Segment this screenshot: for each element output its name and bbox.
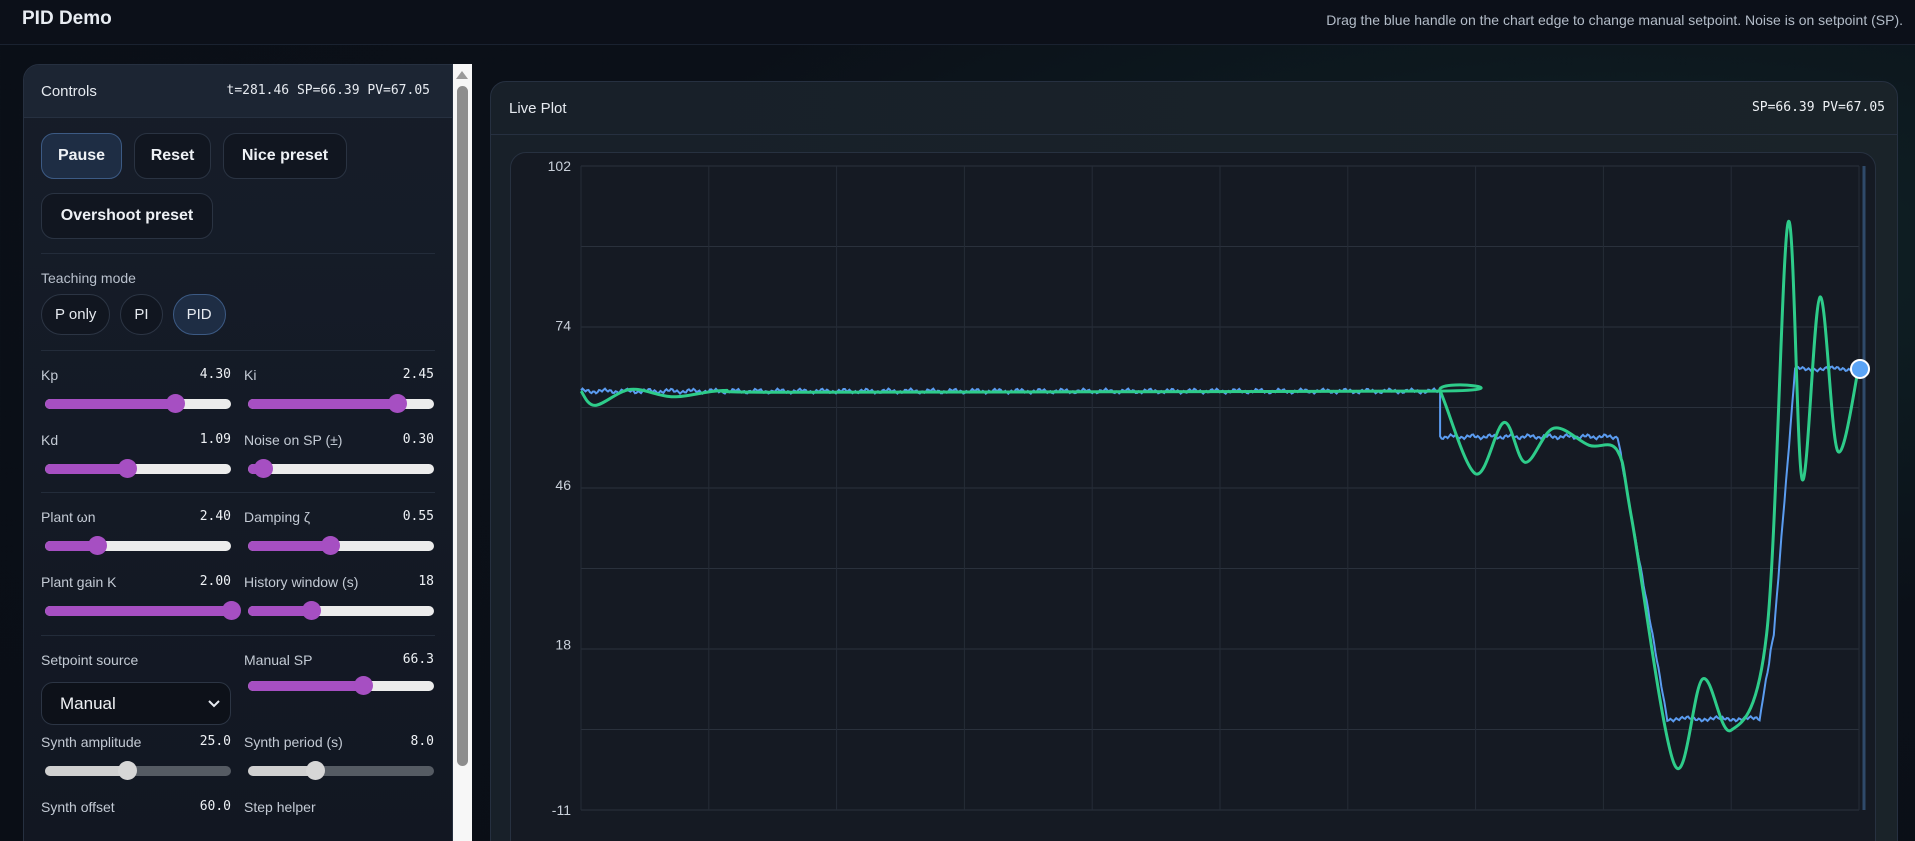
teaching-mode-label: Teaching mode xyxy=(41,270,136,286)
slider-thumb[interactable] xyxy=(117,459,137,478)
controls-header: Controls t=281.46 SP=66.39 PV=67.05 xyxy=(24,65,452,118)
manual-sp-slider[interactable] xyxy=(248,676,434,695)
setpoint-source-value: Manual xyxy=(60,694,116,713)
slider-thumb[interactable] xyxy=(320,536,340,555)
history-control: History window (s) 18 xyxy=(244,564,434,629)
kd-control: Kd 1.09 xyxy=(41,422,231,487)
plant-gain-label: Plant gain K xyxy=(41,574,117,590)
divider xyxy=(41,350,435,351)
setpoint-source-select[interactable]: Manual xyxy=(41,682,231,725)
setpoint-source-control: Setpoint source Manual xyxy=(41,642,231,725)
scroll-up-arrow-icon[interactable] xyxy=(456,71,468,79)
svg-text:46: 46 xyxy=(555,477,571,493)
damping-slider[interactable] xyxy=(248,536,434,555)
history-label: History window (s) xyxy=(244,574,359,590)
damping-value: 0.55 xyxy=(402,509,434,524)
kd-value: 1.09 xyxy=(199,432,231,447)
synth-amp-label: Synth amplitude xyxy=(41,734,142,750)
synth-period-value: 8.0 xyxy=(410,734,434,749)
slider-thumb[interactable] xyxy=(88,536,108,555)
divider xyxy=(41,253,435,254)
kp-control: Kp 4.30 xyxy=(41,357,231,422)
ki-label: Ki xyxy=(244,367,257,383)
kd-label: Kd xyxy=(41,432,59,448)
slider-thumb[interactable] xyxy=(305,761,325,780)
svg-text:74: 74 xyxy=(555,318,571,334)
noise-label: Noise on SP (±) xyxy=(244,432,343,448)
live-plot-stats: SP=66.39 PV=67.05 xyxy=(1751,100,1885,115)
chevron-down-icon xyxy=(208,683,220,740)
kp-label: Kp xyxy=(41,367,59,383)
synth-period-label: Synth period (s) xyxy=(244,734,343,750)
divider xyxy=(41,492,435,493)
synth-period-slider[interactable] xyxy=(248,761,434,780)
plant-wn-label: Plant ωn xyxy=(41,509,96,525)
svg-text:18: 18 xyxy=(555,637,571,653)
synth-offset-control: Synth offset 60.0 xyxy=(41,789,231,841)
divider xyxy=(41,635,435,636)
live-plot-panel: Live Plot SP=66.39 PV=67.05 102 74 46 18 -11… xyxy=(490,81,1898,841)
slider-thumb[interactable] xyxy=(387,394,407,413)
slider-thumb[interactable] xyxy=(117,761,137,780)
scrollbar-thumb[interactable] xyxy=(457,86,468,766)
ki-slider[interactable] xyxy=(248,394,434,413)
plant-gain-control: Plant gain K 2.00 xyxy=(41,564,241,629)
reset-button[interactable]: Reset xyxy=(134,133,211,179)
pause-button[interactable]: Pause xyxy=(41,133,122,179)
controls-panel: Controls t=281.46 SP=66.39 PV=67.05 Paus… xyxy=(23,64,453,841)
live-plot-header: Live Plot SP=66.39 PV=67.05 xyxy=(491,82,1897,135)
history-value: 18 xyxy=(418,574,434,589)
ki-control: Ki 2.45 xyxy=(244,357,434,422)
synth-offset-value: 60.0 xyxy=(199,799,231,814)
history-slider[interactable] xyxy=(248,601,434,620)
synth-amp-slider[interactable] xyxy=(45,761,231,780)
synth-period-control: Synth period (s) 8.0 xyxy=(244,724,434,789)
hint-text: Drag the blue handle on the chart edge t… xyxy=(1326,12,1903,28)
synth-amp-value: 25.0 xyxy=(199,734,231,749)
setpoint-source-label: Setpoint source xyxy=(41,652,139,668)
damping-control: Damping ζ 0.55 xyxy=(244,499,434,564)
manual-sp-value: 66.3 xyxy=(402,652,434,667)
plant-wn-value: 2.40 xyxy=(199,509,231,524)
slider-thumb[interactable] xyxy=(222,601,241,620)
slider-thumb[interactable] xyxy=(302,601,322,620)
noise-control: Noise on SP (±) 0.30 xyxy=(244,422,434,487)
plant-gain-value: 2.00 xyxy=(199,574,231,589)
step-helper-control: Step helper xyxy=(244,789,434,841)
mode-pid[interactable]: PID xyxy=(172,294,226,335)
slider-thumb[interactable] xyxy=(166,394,186,413)
mode-p-only[interactable]: P only xyxy=(41,294,111,335)
step-helper-label: Step helper xyxy=(244,799,316,815)
plant-wn-slider[interactable] xyxy=(45,536,231,555)
controls-title: Controls xyxy=(41,83,97,100)
plant-gain-slider[interactable] xyxy=(45,601,241,620)
manual-sp-label: Manual SP xyxy=(244,652,313,668)
kp-value: 4.30 xyxy=(199,367,231,382)
manual-sp-control: Manual SP 66.3 xyxy=(244,642,434,724)
setpoint-drag-handle[interactable] xyxy=(1850,358,1870,379)
slider-thumb[interactable] xyxy=(354,676,374,695)
plant-wn-control: Plant ωn 2.40 xyxy=(41,499,231,564)
top-bar: PID Demo Drag the blue handle on the cha… xyxy=(0,0,1915,45)
overshoot-preset-button[interactable]: Overshoot preset xyxy=(41,193,213,239)
app-title: PID Demo xyxy=(22,8,112,29)
svg-text:102: 102 xyxy=(548,158,572,174)
synth-offset-label: Synth offset xyxy=(41,799,115,815)
nice-preset-button[interactable]: Nice preset xyxy=(223,133,347,179)
kp-slider[interactable] xyxy=(45,394,231,413)
controls-stats: t=281.46 SP=66.39 PV=67.05 xyxy=(226,83,431,98)
synth-amp-control: Synth amplitude 25.0 xyxy=(41,724,231,789)
ki-value: 2.45 xyxy=(402,367,434,382)
noise-value: 0.30 xyxy=(402,432,434,447)
kd-slider[interactable] xyxy=(45,459,231,478)
damping-label: Damping ζ xyxy=(244,509,311,525)
svg-text:-11: -11 xyxy=(552,802,571,818)
controls-scrollbar[interactable] xyxy=(453,64,472,841)
live-plot-title: Live Plot xyxy=(509,100,567,117)
slider-thumb[interactable] xyxy=(253,459,273,478)
mode-pi[interactable]: PI xyxy=(120,294,163,335)
noise-slider[interactable] xyxy=(248,459,434,478)
